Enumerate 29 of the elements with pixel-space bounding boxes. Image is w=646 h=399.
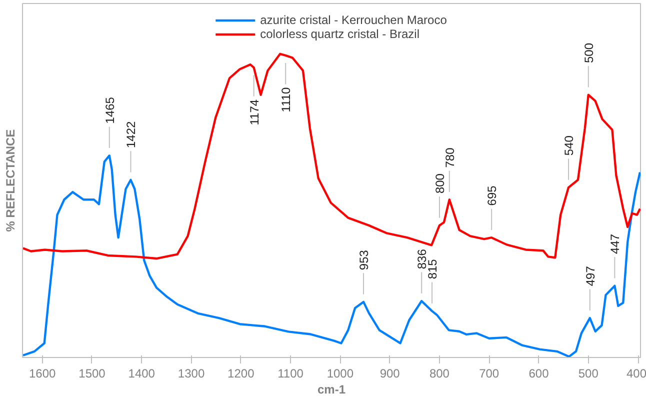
legend-label: colorless quartz cristal - Brazil bbox=[260, 27, 420, 41]
x-tick-label: 400 bbox=[626, 366, 646, 380]
x-tick-label: 1600 bbox=[29, 366, 56, 380]
y-axis-title: % REFLECTANCE bbox=[4, 129, 18, 232]
x-tick-label: 1200 bbox=[228, 366, 255, 380]
annotation: 1422 bbox=[124, 120, 138, 148]
annotation: 780 bbox=[442, 147, 457, 168]
annotation: 695 bbox=[485, 185, 500, 206]
x-tick-label: 1500 bbox=[78, 366, 106, 380]
x-tick-label: 700 bbox=[479, 366, 500, 380]
annotation: 1110 bbox=[279, 86, 294, 112]
annotation: 500 bbox=[582, 42, 596, 64]
x-tick-label: 600 bbox=[528, 366, 550, 380]
legend-label: azurite cristal - Kerrouchen Maroco bbox=[260, 13, 447, 27]
annotation: 953 bbox=[357, 250, 372, 270]
x-tick-label: 500 bbox=[578, 366, 599, 380]
x-tick-label: 1100 bbox=[278, 366, 304, 380]
annotation: 800 bbox=[432, 173, 447, 194]
annotation: 497 bbox=[583, 266, 598, 286]
x-axis-title: cm-1 bbox=[317, 382, 346, 396]
annotation: 1174 bbox=[247, 99, 262, 126]
x-tick-label: 1300 bbox=[178, 366, 205, 380]
annotation: 447 bbox=[608, 234, 622, 254]
x-tick-label: 900 bbox=[380, 366, 400, 380]
x-tick-label: 1000 bbox=[326, 366, 354, 380]
annotation: 540 bbox=[562, 135, 576, 156]
x-tick-label: 800 bbox=[429, 366, 450, 380]
x-tick-label: 1400 bbox=[128, 366, 156, 380]
annotation: 1465 bbox=[102, 96, 117, 124]
